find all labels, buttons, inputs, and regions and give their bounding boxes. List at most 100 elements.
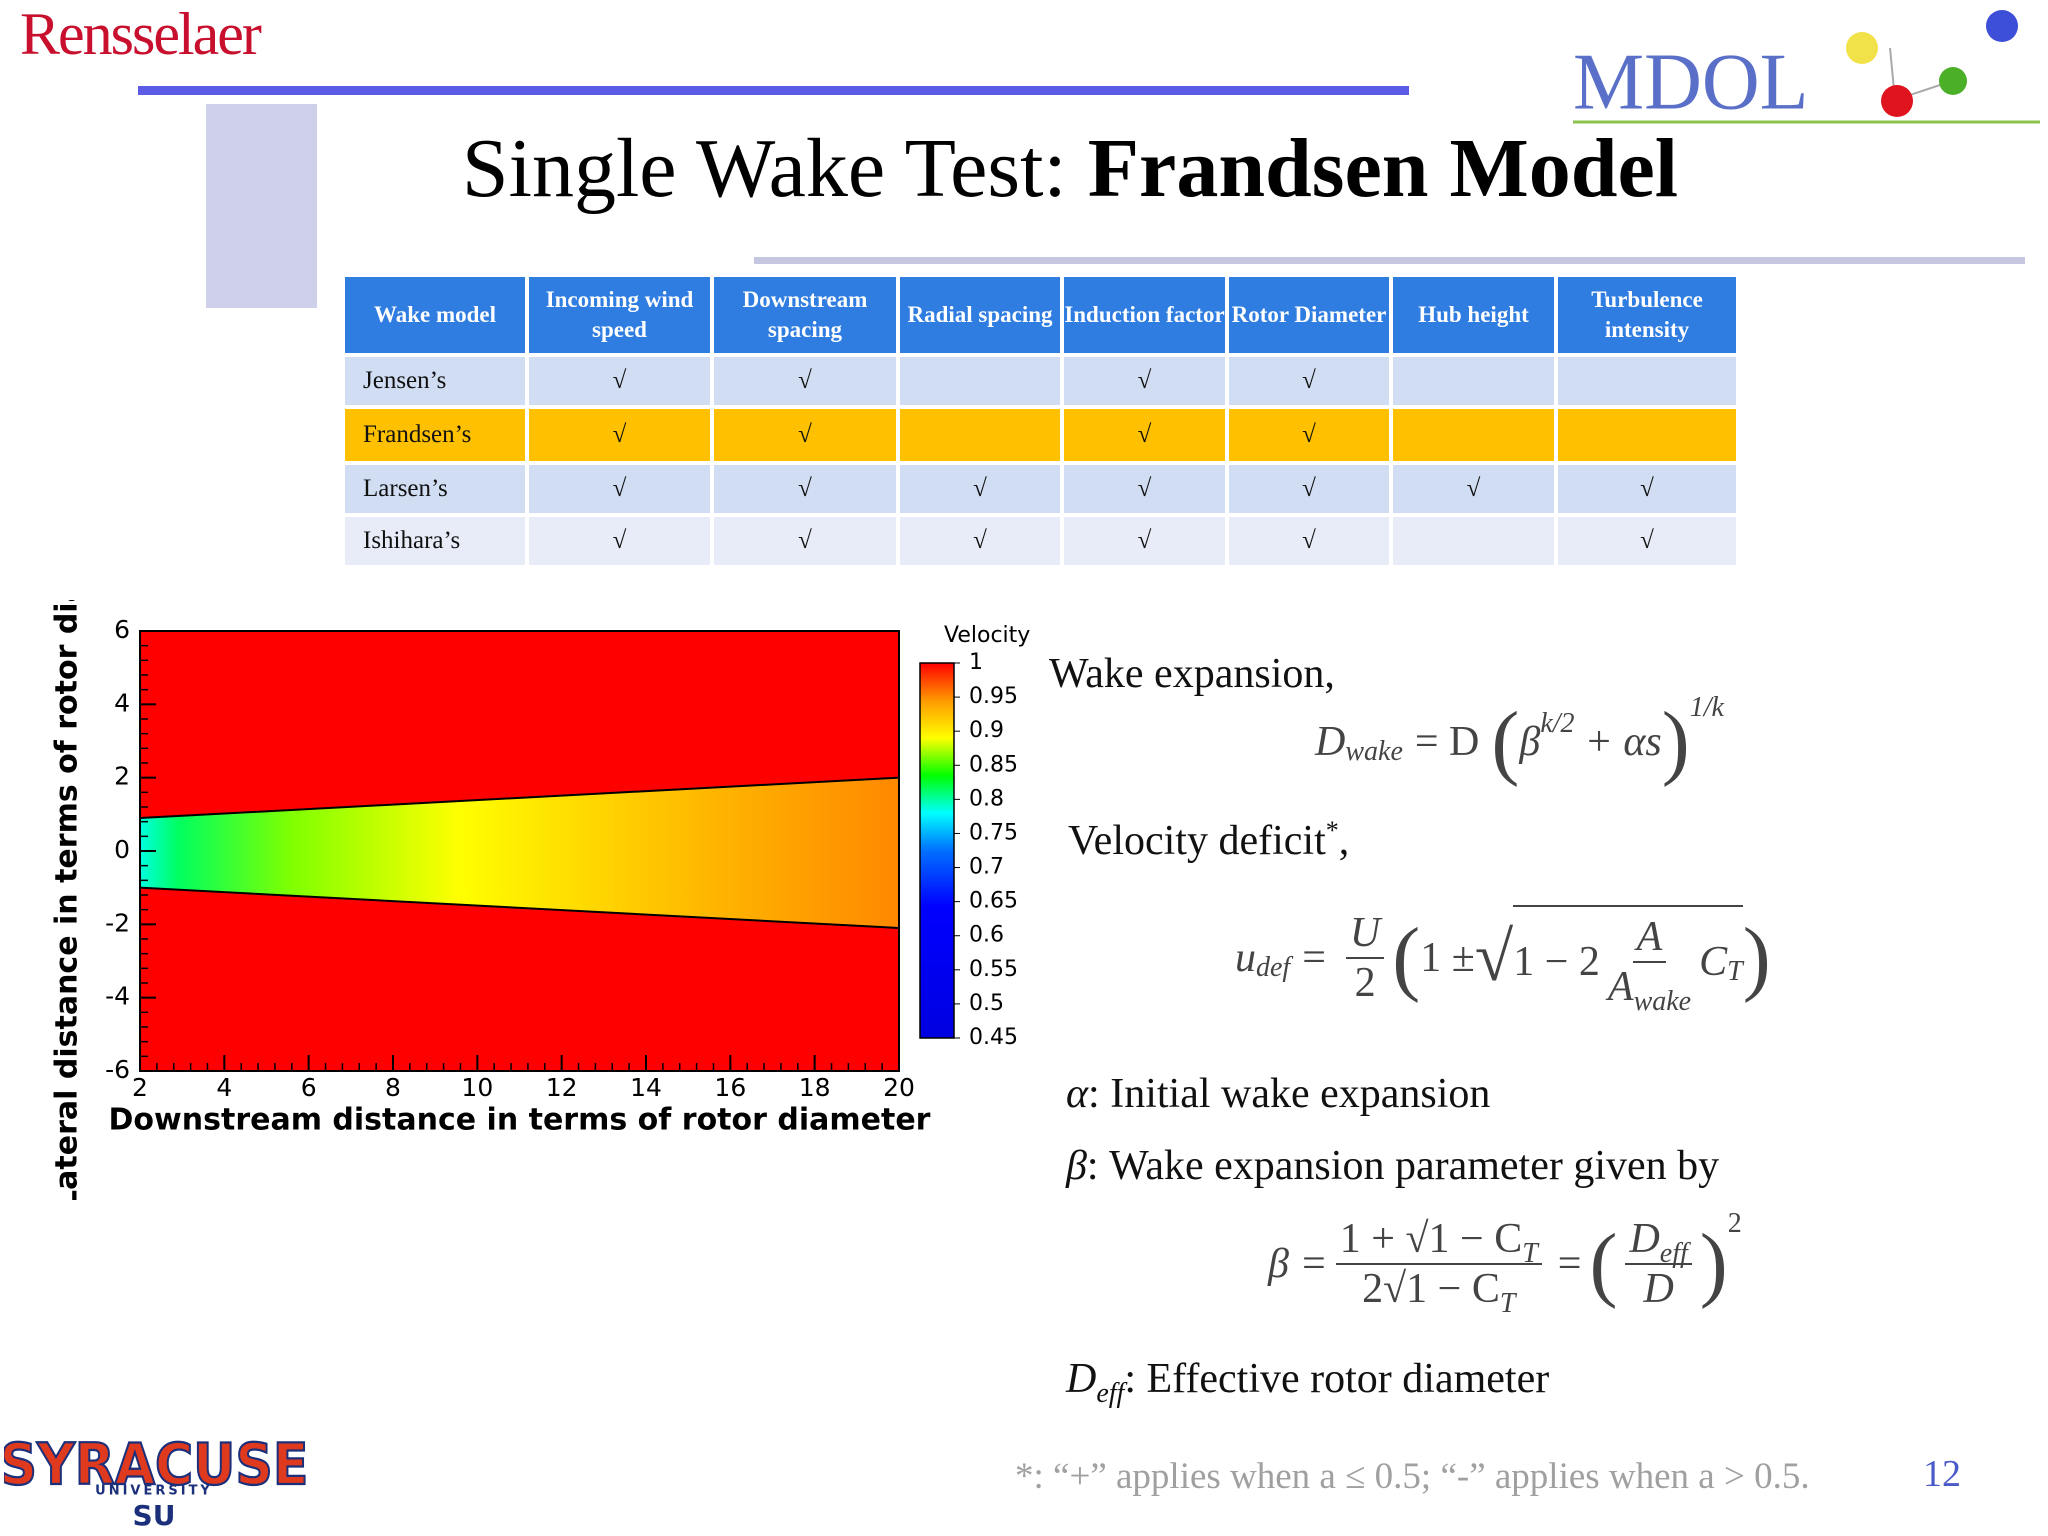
model-cell: Frandsen’s: [345, 409, 525, 461]
check-cell: √: [714, 517, 896, 565]
colorbar-tick-label: 0.55: [969, 957, 1018, 982]
y-tick-label: 0: [114, 835, 130, 864]
footnote: *: “+” applies when a ≤ 0.5; “-” applies…: [1015, 1456, 1810, 1497]
check-cell: √: [714, 465, 896, 513]
eq-sup: 1/k: [1689, 692, 1724, 723]
logo-dot: [1939, 67, 1967, 95]
slide-title: Single Wake Test: Frandsen Model: [0, 120, 2048, 217]
title-plain: Single Wake Test:: [461, 122, 1088, 215]
eq-term: 1 − 2: [1513, 939, 1600, 985]
eq-term: β =: [1268, 1241, 1328, 1287]
deff-symbol: D: [1066, 1356, 1097, 1402]
lab-logo: MDOL: [1573, 10, 2040, 126]
colorbar-tick-label: 0.5: [969, 991, 1004, 1016]
check-cell: √: [1229, 465, 1389, 513]
table-row: Frandsen’s √ √ √ √: [345, 409, 1736, 461]
lab-name: MDOL: [1573, 38, 1809, 126]
header-cell: Turbulence intensity: [1558, 277, 1736, 353]
eq-den: 2: [1354, 960, 1376, 1006]
eq-root: √: [1474, 919, 1514, 996]
title-bold: Frandsen Model: [1087, 122, 1679, 215]
y-tick-label: 2: [114, 762, 130, 791]
logo-dot: [1986, 10, 2018, 42]
logo-mid: UNIVERSITY: [95, 1484, 213, 1499]
header-cell: Rotor Diameter: [1229, 277, 1389, 353]
x-axis-title: Downstream distance in terms of rotor di…: [109, 1103, 931, 1138]
check-cell: √: [1064, 517, 1225, 565]
header-row: Wake model Incoming wind speed Downstream …: [345, 277, 1736, 353]
x-tick-label: 8: [385, 1073, 401, 1102]
eq-sub: wake: [1345, 736, 1403, 767]
eq-paren: (: [1491, 695, 1520, 788]
eq-den: 2√1 − C: [1362, 1266, 1500, 1312]
eq-num: U: [1345, 909, 1385, 959]
check-cell: √: [900, 517, 1060, 565]
model-cell: Larsen’s: [345, 465, 525, 513]
header-cell: Radial spacing: [900, 277, 1060, 353]
eq-paren: ): [1661, 695, 1690, 788]
colorbar-tick-label: 1: [969, 650, 983, 675]
eq-den: D: [1643, 1266, 1674, 1312]
x-tick-label: 2: [132, 1073, 148, 1102]
eq-term: C: [1699, 939, 1728, 985]
x-tick-label: 12: [546, 1073, 578, 1102]
wake-expansion-label: Wake expansion,: [1049, 651, 1335, 697]
eq-num: 1 + √1 − C: [1339, 1216, 1523, 1262]
colorbar-tick-label: 0.7: [969, 855, 1004, 880]
logo-bottom: SU: [133, 1499, 176, 1532]
y-tick-label: -4: [105, 982, 130, 1011]
table-row: Larsen’s √ √ √ √ √ √ √: [345, 465, 1736, 513]
eq-num: A: [1632, 913, 1667, 963]
eq-sub: T: [1727, 956, 1743, 987]
check-cell: √: [1064, 409, 1225, 461]
check-cell: √: [1229, 409, 1389, 461]
check-cell: √: [1393, 465, 1554, 513]
institution-logo: Rensselaer: [20, 1, 262, 67]
eq-den: A: [1607, 964, 1634, 1010]
eq-term: = D: [1414, 719, 1480, 765]
deff-text: : Effective rotor diameter: [1124, 1356, 1550, 1402]
check-cell: √: [900, 465, 1060, 513]
x-tick-label: 18: [799, 1073, 831, 1102]
eq-paren: ): [1699, 1217, 1728, 1310]
check-cell: √: [714, 357, 896, 405]
check-cell: [900, 409, 1060, 461]
eq-sub: eff: [1659, 1238, 1688, 1269]
colorbar-tick-label: 0.85: [969, 752, 1018, 777]
x-tick-label: 14: [630, 1073, 662, 1102]
eq-term: =: [1302, 935, 1326, 981]
alpha-symbol: α: [1066, 1071, 1089, 1117]
eq-paren: (: [1392, 911, 1421, 1004]
wake-fill: [140, 777, 899, 928]
check-cell: [1393, 517, 1554, 565]
eq-sup: k/2: [1540, 708, 1575, 739]
equation-beta: β = 1 + √1 − CT 2√1 − CT = ( Deff D ) 2: [1268, 1208, 1742, 1319]
check-cell: [1393, 357, 1554, 405]
check-cell: [900, 357, 1060, 405]
velocity-deficit-label: Velocity deficit*,: [1068, 816, 1349, 865]
x-tick-label: 16: [714, 1073, 746, 1102]
colorbar-tick-label: 0.75: [969, 820, 1018, 845]
colorbar-tick-label: 0.9: [969, 718, 1004, 743]
check-cell: √: [1558, 517, 1736, 565]
check-cell: √: [1229, 357, 1389, 405]
deff-sub: eff: [1096, 1378, 1125, 1409]
feature-table: Wake model Incoming wind speed Downstream …: [341, 273, 1740, 569]
deff-line: Deff: Effective rotor diameter: [1066, 1355, 1550, 1409]
check-cell: √: [1558, 465, 1736, 513]
eq-term: u: [1235, 935, 1256, 981]
header-cell: Incoming wind speed: [529, 277, 710, 353]
y-tick-label: -2: [105, 908, 130, 937]
eq-num: D: [1629, 1216, 1660, 1262]
colorbar-title: Velocity: [944, 623, 1030, 648]
logo-dot: [1846, 32, 1878, 64]
model-cell: Ishihara’s: [345, 517, 525, 565]
eq-sub: def: [1256, 952, 1291, 983]
y-tick-label: -6: [105, 1055, 130, 1084]
alpha-text: : Initial wake expansion: [1088, 1071, 1491, 1117]
colorbar-tick-label: 0.95: [969, 684, 1018, 709]
check-cell: √: [1064, 357, 1225, 405]
check-cell: √: [529, 517, 710, 565]
beta-symbol: β: [1066, 1143, 1087, 1189]
